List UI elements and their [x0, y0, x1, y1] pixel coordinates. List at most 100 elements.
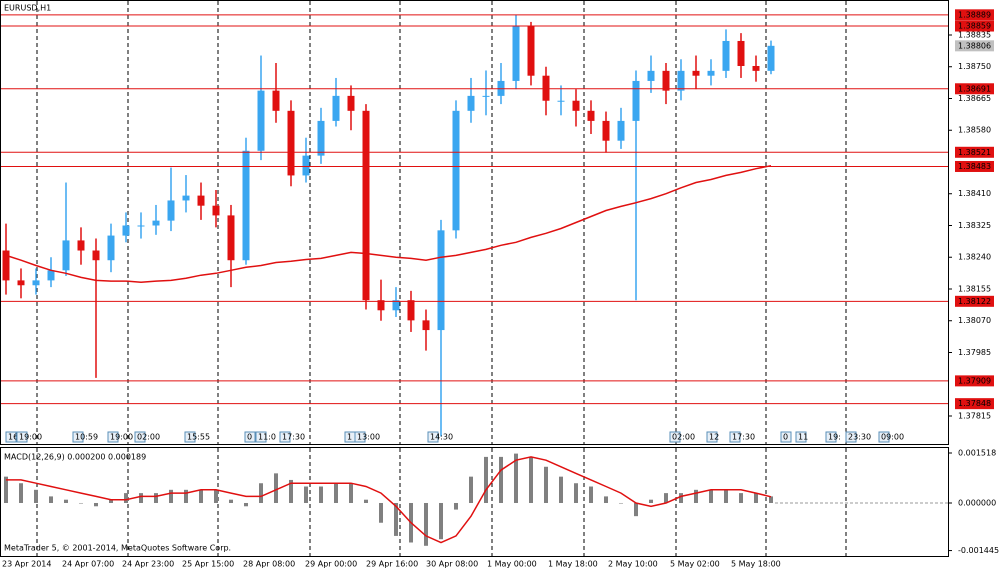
macd-bar [139, 493, 143, 503]
event-box [244, 431, 256, 443]
candle-body [512, 26, 520, 81]
macd-bar [79, 502, 83, 504]
y-tick-label: 1.38835 [958, 30, 991, 39]
macd-bar [634, 502, 638, 517]
y-tick-label: 1.38580 [958, 126, 991, 135]
x-tick-label: 24 Apr 07:00 [62, 560, 114, 569]
macd-bar [694, 489, 698, 503]
level-label-box [955, 375, 994, 387]
level-label: 1.37848 [958, 399, 991, 408]
macd-bar [214, 489, 218, 503]
candle-body [527, 26, 535, 76]
event-label: 19: [828, 433, 841, 442]
event-label: 17:30 [282, 433, 305, 442]
event-box [669, 431, 681, 443]
candle-body [212, 205, 220, 216]
event-label: 14:30 [430, 433, 453, 442]
candle-body [197, 195, 205, 206]
event-box [780, 431, 792, 443]
event-label: 10:59 [75, 433, 98, 442]
macd-bar [724, 489, 728, 503]
y-tick-label: 1.38410 [958, 189, 991, 198]
level-label: 1.38483 [958, 162, 991, 171]
macd-bar [199, 489, 203, 503]
macd-bar [229, 499, 233, 503]
macd-label: MACD(12,26,9) 0.000200 0.000189 [4, 453, 146, 462]
event-label: 0 [783, 433, 788, 442]
moving-average [5, 164, 772, 284]
candle-body [62, 240, 70, 271]
level-label-box [955, 160, 994, 172]
macd-bar [574, 483, 578, 503]
macd-bar [469, 476, 473, 503]
candle-body [617, 120, 625, 141]
candle-body [692, 70, 700, 76]
macd-bar [4, 476, 8, 503]
macd-bar [64, 499, 68, 503]
event-label: 13:00 [357, 433, 380, 442]
macd-bar [484, 456, 488, 503]
x-tick-label: 24 Apr 23:00 [122, 560, 174, 569]
event-box [16, 431, 28, 443]
event-label: 19:00 [19, 433, 42, 442]
candle-body [437, 230, 445, 331]
candle-body [242, 150, 250, 261]
event-box [845, 431, 857, 443]
event-box [255, 431, 267, 443]
candle-body [77, 240, 85, 251]
macd-bar [679, 493, 683, 503]
event-label: 11 [798, 433, 808, 442]
candle-body [302, 155, 310, 176]
y-tick-label: 1.38240 [958, 253, 991, 262]
candle-body [107, 235, 115, 261]
candle-body [287, 110, 295, 176]
candle-body [422, 320, 430, 331]
macd-bar [559, 476, 563, 503]
macd-bar [124, 493, 128, 503]
candle-body [752, 65, 760, 71]
candle-body [122, 225, 130, 236]
candle-body [767, 45, 775, 71]
candle-body [32, 280, 40, 286]
x-tick-label: 1 May 00:00 [487, 560, 537, 569]
main-frame [0, 0, 949, 445]
macd-bar [619, 502, 623, 504]
candle-body [587, 110, 595, 121]
candle-body [167, 200, 175, 221]
event-box [72, 431, 84, 443]
candle-body [467, 95, 475, 111]
x-tick-label: 1 May 18:00 [548, 560, 598, 569]
macd-bar [709, 489, 713, 503]
candle-body [17, 280, 25, 286]
candle-body [332, 95, 340, 121]
macd-bar [604, 496, 608, 503]
x-tick-label: 30 Apr 08:00 [426, 560, 478, 569]
candle-body [677, 70, 685, 91]
level-label: 1.38691 [958, 84, 991, 93]
event-box [878, 431, 890, 443]
candle-body [2, 250, 10, 281]
level-label: 1.38122 [958, 297, 991, 306]
y-tick-label: 1.37815 [958, 411, 991, 420]
candle-body [647, 70, 655, 81]
event-box [729, 431, 741, 443]
x-tick-label: 5 May 02:00 [670, 560, 720, 569]
event-label: 17:30 [732, 433, 755, 442]
macd-bar [754, 493, 758, 503]
macd-bar [529, 456, 533, 503]
event-box [354, 431, 366, 443]
macd-bar [319, 486, 323, 503]
x-tick-label: 29 Apr 00:00 [305, 560, 357, 569]
macd-bar [439, 502, 443, 540]
event-box [107, 431, 119, 443]
macd-bar [274, 473, 278, 503]
macd-bar [424, 502, 428, 546]
event-label: 16 [8, 433, 18, 442]
y-tick-label: 1.38155 [958, 284, 991, 293]
level-label-box [955, 9, 994, 21]
event-label: 23:30 [848, 433, 871, 442]
candle-body [722, 40, 730, 71]
symbol-title: EURUSD,H1 [4, 4, 51, 13]
macd-bar [334, 483, 338, 503]
